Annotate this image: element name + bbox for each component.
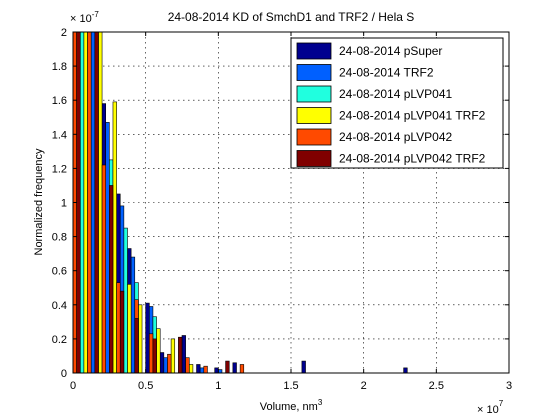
legend-entry-label: 24-08-2014 pLVP042: [339, 130, 453, 144]
bar-series-4: [98, 32, 103, 373]
legend-items: 24-08-2014 pSuper 24-08-2014 TRF2 24-08-20…: [296, 42, 486, 167]
bar-series-1: [159, 352, 165, 373]
bar-series-6: [134, 318, 139, 373]
bar-series-5: [73, 32, 77, 373]
bar-series-5: [167, 353, 172, 373]
bar-series-5: [203, 365, 208, 373]
legend-box: [290, 37, 504, 169]
bar-series-6: [109, 185, 114, 373]
bar-series-2: [105, 122, 110, 373]
bar-series-2: [163, 357, 168, 373]
y-axis-label: Normalized frequency: [33, 148, 45, 255]
bar-series-1: [181, 335, 186, 373]
y-tick-label: 1: [61, 198, 67, 210]
x-axis-label-superscript: 3: [318, 398, 323, 407]
bar-series-5: [87, 32, 92, 373]
legend-entry-label: 24-08-2014 pLVP041 TRF2: [339, 109, 486, 123]
bar-series-4: [83, 32, 88, 373]
axis-ticks: 0 0.5 1 1.5 2 2.5 3 0 0.2 0.4 0.6 0.8 1 1.2 1.4 1.6 1.8 2: [52, 27, 512, 392]
bar-series-2: [90, 32, 96, 373]
y-tick-label: 0.6: [52, 266, 67, 278]
bar-series-4: [156, 328, 161, 373]
legend-entry-label: 24-08-2014 pLVP042 TRF2: [339, 152, 486, 166]
bar-series-5: [116, 282, 121, 373]
bar-series-5: [149, 333, 154, 373]
bar-series-1: [196, 364, 201, 373]
bar-series-6: [119, 290, 125, 373]
x-tick-label: 1.5: [283, 380, 298, 392]
bar-series-4: [138, 304, 143, 373]
bar-series-6: [225, 360, 230, 373]
bar-series-4: [127, 284, 132, 373]
legend-entry-label: 24-08-2014 pSuper: [339, 44, 442, 58]
bar-series-4: [188, 364, 194, 373]
y-tick-label: 1.6: [52, 95, 67, 107]
bar-series-2: [218, 369, 223, 373]
y-tick-label: 0.4: [52, 300, 67, 312]
legend-swatch: [296, 85, 332, 103]
x-tick-label: 3: [506, 380, 512, 392]
y-tick-label: 0.8: [52, 232, 67, 244]
bar-series-6: [152, 338, 157, 373]
y-tick-label: 2: [61, 27, 67, 39]
bar-series-2: [199, 367, 205, 373]
x-tick-label: 2: [361, 380, 367, 392]
grid-lines: [73, 32, 509, 373]
bar-series-4: [170, 338, 176, 373]
bar-series-1: [145, 302, 150, 373]
x-tick-label: 1: [215, 380, 221, 392]
bar-series-1: [232, 362, 237, 373]
x-tick-label: 0: [70, 380, 76, 392]
y-tick-label: 0: [61, 368, 67, 380]
legend-swatch: [296, 150, 332, 167]
bar-series-3: [123, 227, 128, 373]
legend-swatch: [296, 128, 332, 146]
y-tick-label: 1.8: [52, 61, 67, 73]
x-axis-multiplier-exponent: 7: [499, 399, 504, 408]
y-tick-label: 0.2: [52, 334, 67, 346]
bar-series-2: [130, 256, 136, 373]
bar-series-5: [101, 164, 106, 373]
x-tick-label: 2.5: [429, 380, 444, 392]
histogram-bars: [73, 32, 408, 373]
bar-series-5: [239, 364, 245, 373]
y-axis-multiplier-exponent: -7: [92, 10, 100, 19]
bar-series-1: [214, 367, 219, 373]
bar-series-1: [301, 360, 306, 373]
bar-series-5: [185, 357, 190, 373]
legend-swatch: [296, 64, 332, 81]
legend-entry-label: 24-08-2014 pLVP041: [339, 87, 453, 101]
x-axis-multiplier: × 107: [477, 399, 504, 416]
legend-swatch: [296, 42, 332, 60]
y-tick-label: 1.2: [52, 163, 67, 175]
legend-entry-label: 24-08-2014 TRF2: [339, 66, 434, 80]
y-axis-multiplier: × 10-7: [70, 10, 99, 25]
x-tick-label: 0.5: [138, 380, 153, 392]
chart-title: 24-08-2014 KD of SmchD1 and TRF2 / Hela …: [168, 10, 415, 24]
bar-series-3: [79, 32, 85, 373]
x-axis-label: Volume, nm3: [260, 398, 323, 413]
bar-series-6: [76, 32, 81, 373]
bar-series-6: [178, 336, 183, 373]
legend: 24-08-2014 pSuper 24-08-2014 TRF2 24-08-20…: [290, 37, 504, 169]
bar-series-1: [403, 367, 408, 373]
legend-swatch: [296, 107, 332, 124]
bar-series-4: [112, 101, 117, 373]
y-tick-label: 1.4: [52, 129, 67, 141]
bar-series-6: [94, 32, 99, 373]
